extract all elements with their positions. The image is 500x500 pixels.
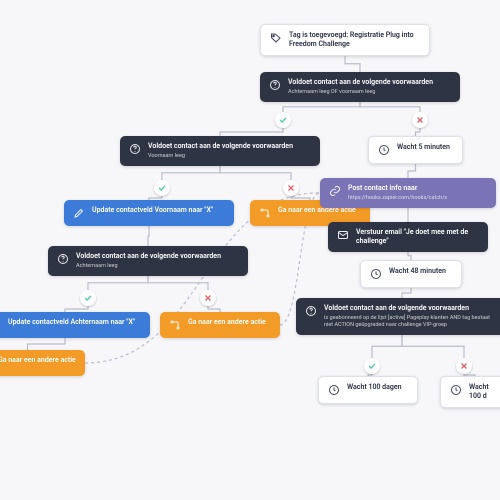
node-title: Update contactveld Achternaam naar "X": [8, 318, 135, 327]
pencil-icon: [0, 318, 2, 332]
node-title: Verstuur email "Je doet mee met de chall…: [356, 228, 480, 246]
flow-node-n1[interactable]: Tag is toegevoegd: Registratie Plug into…: [260, 24, 430, 56]
flow-node-n12[interactable]: Wacht 48 minuten: [360, 260, 462, 288]
tag-icon: [269, 31, 283, 45]
node-title: Ga naar een andere actie: [0, 356, 76, 365]
clock-icon: [449, 383, 463, 397]
question-icon: [304, 304, 318, 318]
node-subtitle: Achternaam leeg: [76, 263, 221, 270]
flow-node-n10[interactable]: Update contactveld Achternaam naar "X": [0, 312, 150, 338]
question-icon: [128, 142, 142, 156]
flow-node-n13[interactable]: Ga naar een andere actie: [0, 350, 85, 376]
node-subtitle: Achternaam leeg OF voornaam leeg: [288, 89, 433, 96]
node-subtitle: Voornaam leeg: [148, 153, 293, 160]
node-title: Ga naar een andere actie: [188, 318, 266, 327]
question-icon: [56, 252, 70, 266]
flow-node-n14[interactable]: Voldoet contact aan de volgende voorwaar…: [296, 298, 500, 335]
flow-node-n4[interactable]: Wacht 5 minuten: [368, 136, 463, 164]
flow-node-n11[interactable]: Ga naar een andere actie: [160, 312, 280, 338]
route-icon: [258, 206, 272, 220]
node-title: Wacht 5 minuten: [397, 143, 450, 152]
node-title: Voldoet contact aan de volgende voorwaar…: [76, 252, 221, 261]
clock-icon: [377, 143, 391, 157]
node-title: Tag is toegevoegd: Registratie Plug into…: [289, 31, 421, 49]
node-title: Wacht 100 d: [469, 383, 500, 401]
question-icon: [268, 78, 282, 92]
flow-node-n8[interactable]: Voldoet contact aan de volgende voorwaar…: [48, 246, 248, 276]
branch-no: [283, 180, 299, 196]
flow-node-n16[interactable]: Wacht 100 d: [440, 376, 500, 408]
branch-yes: [364, 358, 380, 374]
flow-node-n5[interactable]: Update contactveld Voornaam naar "X": [64, 200, 234, 226]
branch-no: [456, 358, 472, 374]
flow-node-n2[interactable]: Voldoet contact aan de volgende voorwaar…: [260, 72, 460, 102]
node-title: Voldoet contact aan de volgende voorwaar…: [288, 78, 433, 87]
node-subtitle: is geabonneerd op de lijst [active] Page…: [324, 315, 500, 329]
branch-yes: [275, 112, 291, 128]
node-title: Wacht 100 dagen: [347, 383, 402, 392]
branch-yes: [80, 290, 96, 306]
flow-node-n3[interactable]: Voldoet contact aan de volgende voorwaar…: [120, 136, 320, 166]
pencil-icon: [72, 206, 86, 220]
flow-node-n9[interactable]: Verstuur email "Je doet mee met de chall…: [328, 222, 488, 252]
node-title: Voldoet contact aan de volgende voorwaar…: [324, 304, 500, 313]
clock-icon: [369, 267, 383, 281]
flowchart-canvas: Tag is toegevoegd: Registratie Plug into…: [0, 0, 500, 500]
node-title: Update contactveld Voornaam naar "X": [92, 206, 213, 215]
clock-icon: [327, 383, 341, 397]
branch-yes: [154, 180, 170, 196]
node-title: Wacht 48 minuten: [389, 267, 446, 276]
flow-node-n15[interactable]: Wacht 100 dagen: [318, 376, 418, 404]
branch-no: [200, 290, 216, 306]
node-subtitle: https://hooks.zapier.com/hooks/catch/x: [348, 195, 447, 202]
node-title: Voldoet contact aan de volgende voorwaar…: [148, 142, 293, 151]
link-icon: [328, 184, 342, 198]
branch-no: [412, 112, 428, 128]
mail-icon: [336, 228, 350, 242]
node-title: Post contact info naar: [348, 184, 447, 193]
flow-node-n7[interactable]: Post contact info naar https://hooks.zapi…: [320, 178, 496, 208]
route-icon: [168, 318, 182, 332]
